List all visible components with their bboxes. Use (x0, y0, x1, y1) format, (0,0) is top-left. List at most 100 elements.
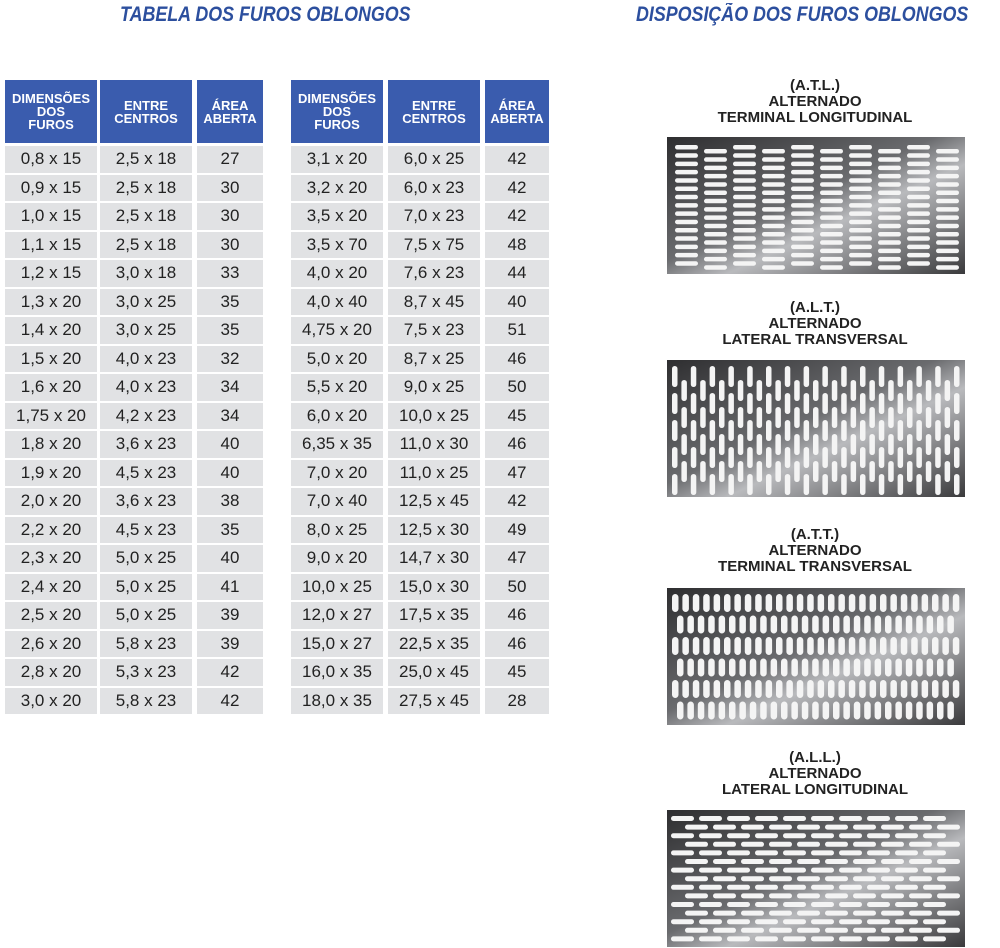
table-cell: 7,0 x 40 (291, 488, 383, 515)
table-cell: 27 (197, 146, 263, 173)
table-cell: 2,0 x 20 (5, 488, 97, 515)
table-cell: 8,7 x 45 (388, 288, 480, 315)
table-cell: 17,5 x 35 (388, 602, 480, 629)
table-cell: 14,7 x 30 (388, 545, 480, 572)
pattern-label: (A.L.L.) ALTERNADO LATERAL LONGITUDINAL (640, 750, 990, 798)
table-cell: 4,75 x 20 (291, 317, 383, 344)
pattern-label-line: LATERAL TRANSVERSAL (722, 331, 908, 348)
table-cell: 5,0 x 20 (291, 345, 383, 372)
table-cell: 1,9 x 20 (5, 459, 97, 486)
header-cell: ÁREA ABERTA (197, 80, 263, 143)
table-cell: 2,5 x 18 (100, 203, 192, 230)
table-cell: 1,1 x 15 (5, 231, 97, 258)
pattern-label-line: LATERAL LONGITUDINAL (721, 781, 909, 798)
table-cell: 3,0 x 18 (100, 260, 192, 287)
table-cell: 1,4 x 20 (5, 317, 97, 344)
table-cell: 42 (485, 174, 549, 201)
table-cell: 39 (197, 602, 263, 629)
table-cell: 4,2 x 23 (100, 402, 192, 429)
table-cell: 16,0 x 35 (291, 659, 383, 686)
table-cell: 7,0 x 20 (291, 459, 383, 486)
table-cell: 3,2 x 20 (291, 174, 383, 201)
table-cell: 1,5 x 20 (5, 345, 97, 372)
table-cell: 39 (197, 630, 263, 657)
header-line: FUROS (314, 117, 360, 132)
table-cell: 5,3 x 23 (100, 659, 192, 686)
pattern-label-line: (A.T.T.) (790, 526, 840, 543)
table-cell: 15,0 x 30 (388, 573, 480, 600)
pattern-label-line: (A.T.L.) (790, 77, 840, 94)
table-cell: 35 (197, 516, 263, 543)
layout-title: DISPOSIÇÃO DOS FUROS OBLONGOS (636, 3, 969, 26)
table-cell: 1,2 x 15 (5, 260, 97, 287)
table-cell: 46 (485, 431, 549, 458)
table-cell: 3,0 x 20 (5, 687, 97, 714)
table-cell: 40 (485, 288, 549, 315)
table-cell: 35 (197, 317, 263, 344)
table-cell: 27,5 x 45 (388, 687, 480, 714)
header-line: DIMENSÕES (297, 91, 376, 106)
table-cell: 35 (197, 288, 263, 315)
table-cell: 2,6 x 20 (5, 630, 97, 657)
header-cell: ENTRE CENTROS (388, 80, 480, 143)
table-cell: 4,5 x 23 (100, 459, 192, 486)
table-cell: 18,0 x 35 (291, 687, 383, 714)
table-cell: 44 (485, 260, 549, 287)
table-cell: 10,0 x 25 (388, 402, 480, 429)
table-cell: 47 (485, 459, 549, 486)
table-cell: 6,35 x 35 (291, 431, 383, 458)
table-cell: 10,0 x 25 (291, 573, 383, 600)
header-line: ABERTA (203, 110, 257, 126)
table-cell: 15,0 x 27 (291, 630, 383, 657)
table-cell: 22,5 x 35 (388, 630, 480, 657)
table-cell: 11,0 x 30 (388, 431, 480, 458)
header-line: ENTRE (123, 97, 169, 113)
table-cell: 42 (485, 488, 549, 515)
table-cell: 7,0 x 23 (388, 203, 480, 230)
table-title: TABELA DOS FUROS OBLONGOS (120, 3, 411, 26)
table-cell: 30 (197, 174, 263, 201)
table-cell: 34 (197, 374, 263, 401)
header-line: DOS (322, 104, 352, 119)
table-cell: 12,5 x 30 (388, 516, 480, 543)
table-cell: 48 (485, 231, 549, 258)
table-cell: 47 (485, 545, 549, 572)
header-line: CENTROS (402, 110, 466, 126)
header-line: CENTROS (114, 110, 178, 126)
table-cell: 8,7 x 25 (388, 345, 480, 372)
header-line: DIMENSÕES (11, 91, 90, 106)
table-cell: 4,0 x 23 (100, 374, 192, 401)
perforated-plate (667, 137, 965, 274)
table-cell: 3,0 x 25 (100, 317, 192, 344)
table-cell: 46 (485, 345, 549, 372)
pattern-label-line: ALTERNADO (768, 542, 862, 559)
table-cell: 2,8 x 20 (5, 659, 97, 686)
table-cell: 0,9 x 15 (5, 174, 97, 201)
table-cell: 9,0 x 25 (388, 374, 480, 401)
perforated-plate (667, 360, 965, 497)
table-cell: 40 (197, 459, 263, 486)
table-cell: 2,4 x 20 (5, 573, 97, 600)
table-cell: 3,1 x 20 (291, 146, 383, 173)
header-cell: DIMENSÕES DOS FUROS (291, 80, 383, 143)
table-cell: 3,5 x 70 (291, 231, 383, 258)
pattern-label: (A.L.T.) ALTERNADO LATERAL TRANSVERSAL (640, 300, 990, 348)
table-cell: 46 (485, 602, 549, 629)
table-cell: 2,5 x 18 (100, 174, 192, 201)
table-cell: 42 (197, 659, 263, 686)
table-cell: 6,0 x 25 (388, 146, 480, 173)
table-cell: 7,5 x 75 (388, 231, 480, 258)
table-cell: 8,0 x 25 (291, 516, 383, 543)
table-cell: 5,8 x 23 (100, 630, 192, 657)
perforated-plate (667, 588, 965, 725)
table-cell: 5,8 x 23 (100, 687, 192, 714)
table-cell: 42 (197, 687, 263, 714)
pattern-label-line: TERMINAL TRANSVERSAL (718, 558, 912, 575)
table-cell: 1,0 x 15 (5, 203, 97, 230)
header-line: FUROS (28, 117, 74, 132)
header-line: ÁREA (498, 97, 536, 113)
pattern-label-line: ALTERNADO (768, 765, 862, 782)
table-cell: 5,5 x 20 (291, 374, 383, 401)
table-cell: 45 (485, 402, 549, 429)
